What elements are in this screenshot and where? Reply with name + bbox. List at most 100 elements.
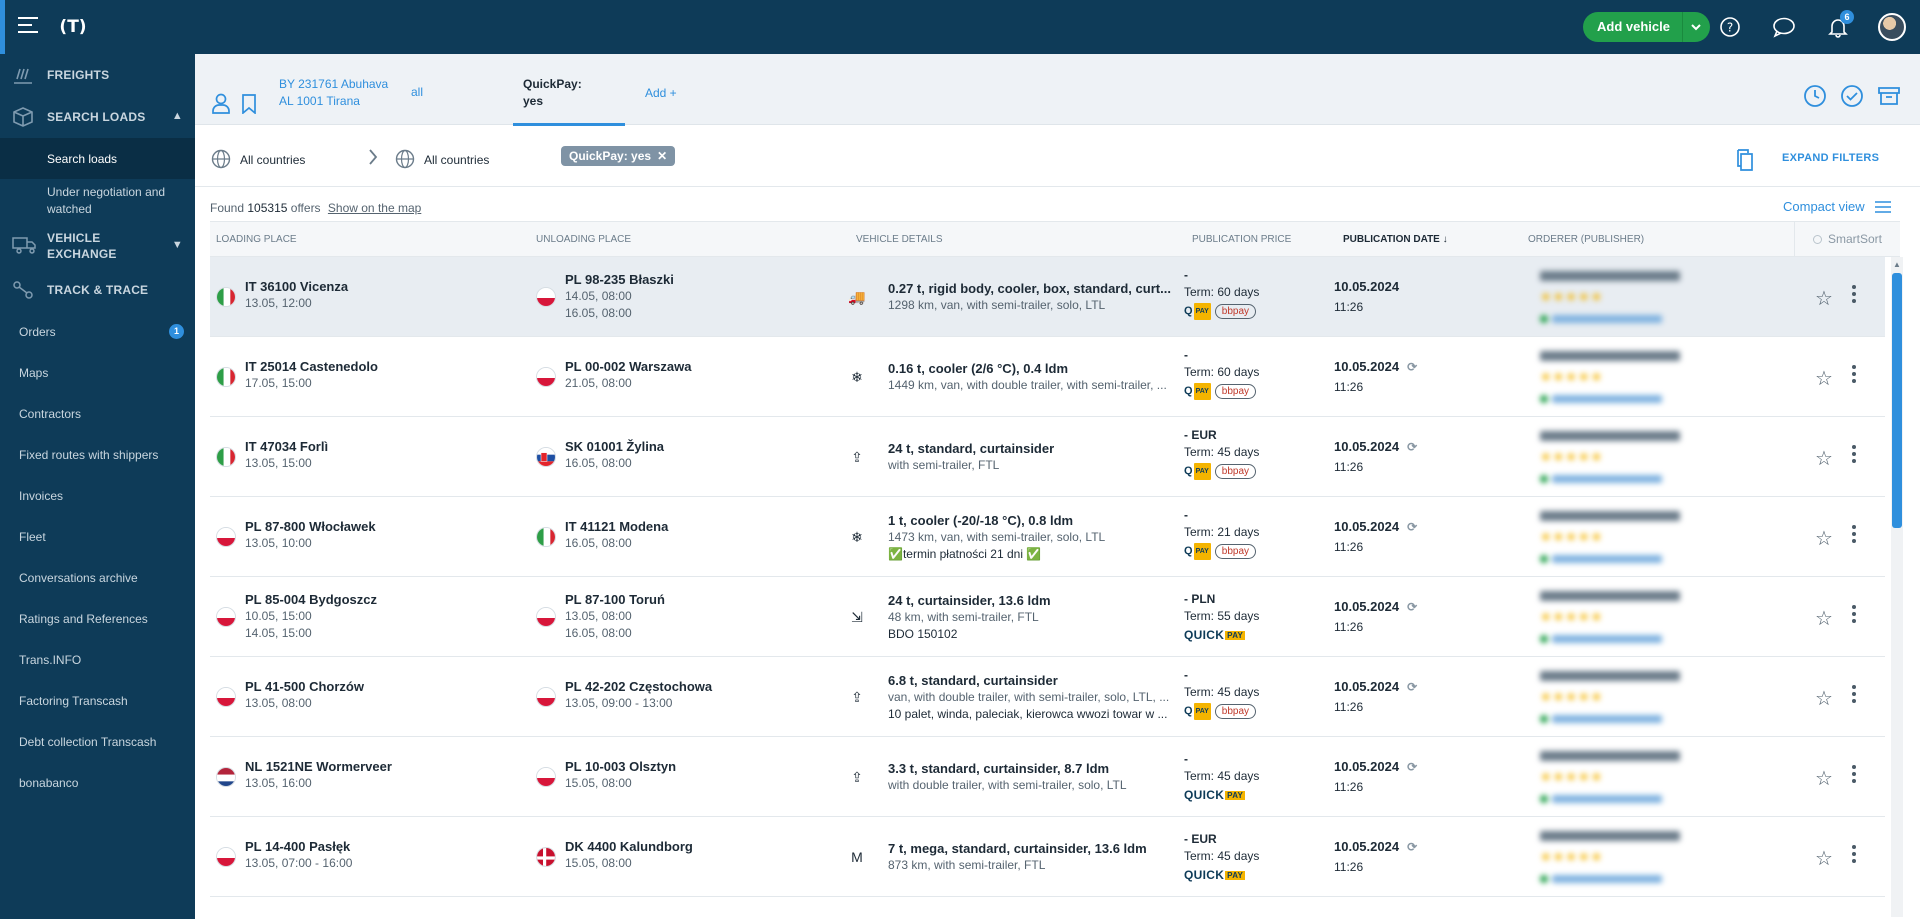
watch-star-icon[interactable]: ☆ xyxy=(1815,288,1833,310)
compact-view-toggle[interactable]: Compact view xyxy=(1783,199,1891,214)
col-publication-price[interactable]: PUBLICATION PRICE xyxy=(1192,234,1292,245)
sidebar-item-conversations[interactable]: Conversations archive xyxy=(19,570,138,585)
orderer-publisher[interactable]: ★★★★★ xyxy=(1540,511,1690,566)
watch-star-icon[interactable]: ☆ xyxy=(1815,608,1833,630)
sidebar-item-factoring[interactable]: Factoring Transcash xyxy=(19,693,128,708)
more-options-icon[interactable] xyxy=(1852,685,1858,707)
payment-badges: Q PAY bbpay xyxy=(1184,463,1259,480)
quickpay-filter-chip[interactable]: QuickPay: yes ✕ xyxy=(561,146,676,166)
show-on-map-link[interactable]: Show on the map xyxy=(327,201,422,215)
sidebar-item-under-negotiation[interactable]: Under negotiation and watched xyxy=(47,185,166,216)
publication-date: 10.05.2024 ⟳ 11:26 xyxy=(1334,517,1417,557)
table-row[interactable]: PL 41-500 Chorzów 13.05, 08:00 PL 42-202… xyxy=(210,657,1885,737)
vehicle-summary: 3.3 t, standard, curtainsider, 8.7 ldm xyxy=(888,761,1110,776)
archive-icon[interactable] xyxy=(1877,84,1901,108)
orderer-publisher[interactable]: ★★★★★ xyxy=(1540,831,1690,886)
sidebar-item-vehicle-exchange[interactable]: VEHICLE EXCHANGE ▼ xyxy=(0,223,195,269)
sidebar-item-transinfo[interactable]: Trans.INFO xyxy=(19,652,82,667)
time-value: 11:26 xyxy=(1334,460,1364,474)
main-content: BY 231761 Abuhava AL 1001 Tirana all Qui… xyxy=(195,54,1920,919)
sidebar-item-maps[interactable]: Maps xyxy=(19,365,49,380)
table-row[interactable]: PL 14-400 Pasłęk 13.05, 07:00 - 16:00 DK… xyxy=(210,817,1885,897)
more-options-icon[interactable] xyxy=(1852,445,1858,467)
watch-star-icon[interactable]: ☆ xyxy=(1815,848,1833,870)
chevron-down-icon[interactable] xyxy=(1681,12,1710,42)
bookmark-icon[interactable] xyxy=(241,94,263,116)
sidebar-item-fleet[interactable]: Fleet xyxy=(19,529,46,544)
table-row[interactable]: NL 1521NE Wormerveer 13.05, 16:00 PL 10-… xyxy=(210,737,1885,817)
chat-icon[interactable] xyxy=(1771,14,1797,40)
unloading-city: IT 41121 Modena xyxy=(565,519,669,534)
close-icon[interactable]: ✕ xyxy=(657,149,668,163)
more-options-icon[interactable] xyxy=(1852,845,1858,867)
table-row[interactable]: PL 87-800 Włocławek 13.05, 10:00 IT 4112… xyxy=(210,497,1885,577)
col-vehicle-details[interactable]: VEHICLE DETAILS xyxy=(856,234,943,245)
avatar[interactable] xyxy=(1878,13,1906,41)
orderer-publisher[interactable]: ★★★★★ xyxy=(1540,671,1690,726)
loading-country-filter[interactable]: All countries xyxy=(240,153,306,167)
orderer-publisher[interactable]: ★★★★★ xyxy=(1540,351,1690,406)
menu-icon[interactable] xyxy=(18,17,38,33)
table-row[interactable]: IT 47034 Forlì 13.05, 15:00 SK 01001 Žyl… xyxy=(210,417,1885,497)
sidebar-item-track-trace[interactable]: TRACK & TRACE xyxy=(0,269,195,311)
trans-logo[interactable]: (T) xyxy=(59,16,87,37)
loading-place: IT 36100 Vicenza 13.05, 12:00 xyxy=(245,278,348,312)
unloading-date: 16.05, 08:00 xyxy=(565,456,632,470)
more-options-icon[interactable] xyxy=(1852,605,1858,627)
unloading-country-filter[interactable]: All countries xyxy=(424,153,490,167)
sidebar-item-orders[interactable]: Orders 1 xyxy=(0,311,195,352)
sidebar-item-fixed-routes[interactable]: Fixed routes with shippers xyxy=(19,447,159,462)
copy-icon[interactable] xyxy=(1735,149,1755,171)
table-row[interactable]: IT 25014 Castenedolo 17.05, 15:00 PL 00-… xyxy=(210,337,1885,417)
add-vehicle-button[interactable]: Add vehicle xyxy=(1597,19,1670,34)
watch-star-icon[interactable]: ☆ xyxy=(1815,768,1833,790)
more-options-icon[interactable] xyxy=(1852,525,1858,547)
tab-quickpay-line1: QuickPay: xyxy=(523,77,582,91)
watch-star-icon[interactable]: ☆ xyxy=(1815,688,1833,710)
col-loading-place[interactable]: LOADING PLACE xyxy=(216,234,297,245)
accent-strip xyxy=(0,0,5,54)
more-options-icon[interactable] xyxy=(1852,365,1858,387)
sidebar-item-label: VEHICLE EXCHANGE xyxy=(47,231,117,261)
col-unloading-place[interactable]: UNLOADING PLACE xyxy=(536,234,632,245)
sidebar-item-bonabanco[interactable]: bonabanco xyxy=(19,775,79,790)
col-orderer[interactable]: ORDERER (PUBLISHER) xyxy=(1528,234,1645,245)
sidebar-item-contractors[interactable]: Contractors xyxy=(19,406,82,421)
table-row[interactable]: PL 85-004 Bydgoszcz 10.05, 15:00 14.05, … xyxy=(210,577,1885,657)
orderer-publisher[interactable]: ★★★★★ xyxy=(1540,271,1690,326)
sidebar-item-ratings[interactable]: Ratings and References xyxy=(19,611,148,626)
scrollbar-thumb[interactable] xyxy=(1892,273,1902,528)
orderer-publisher[interactable]: ★★★★★ xyxy=(1540,591,1690,646)
orderer-publisher[interactable]: ★★★★★ xyxy=(1540,751,1690,806)
clock-icon[interactable] xyxy=(1803,84,1827,108)
tab-saved-route[interactable]: BY 231761 Abuhava AL 1001 Tirana xyxy=(279,68,389,126)
tab-quickpay[interactable]: QuickPay: yes xyxy=(513,68,625,126)
sidebar-item-invoices[interactable]: Invoices xyxy=(19,488,64,503)
table-row[interactable]: IT 36100 Vicenza 13.05, 12:00 PL 98-235 … xyxy=(210,257,1885,337)
orderer-publisher[interactable]: ★★★★★ xyxy=(1540,431,1690,486)
loading-up-icon: ⇪ xyxy=(851,449,863,465)
flag-icon xyxy=(216,847,236,867)
scroll-up-icon[interactable]: ▲ xyxy=(1893,260,1901,269)
check-circle-icon[interactable] xyxy=(1840,84,1864,108)
sidebar-item-debt-collection[interactable]: Debt collection Transcash xyxy=(19,734,157,749)
sidebar-item-freights[interactable]: FREIGHTS xyxy=(0,54,195,96)
bell-icon[interactable]: 6 xyxy=(1825,10,1854,40)
watch-star-icon[interactable]: ☆ xyxy=(1815,368,1833,390)
smartsort-toggle[interactable]: SmartSort xyxy=(1794,222,1900,256)
date-value: 10.05.2024 xyxy=(1334,599,1400,614)
help-icon[interactable]: ? xyxy=(1717,14,1743,40)
more-options-icon[interactable] xyxy=(1852,765,1858,787)
user-icon[interactable] xyxy=(211,92,233,114)
watch-star-icon[interactable]: ☆ xyxy=(1815,528,1833,550)
publication-date: 10.05.2024 11:26 xyxy=(1334,277,1399,317)
watch-star-icon[interactable]: ☆ xyxy=(1815,448,1833,470)
sidebar-item-search-loads-sub[interactable]: Search loads xyxy=(0,138,195,179)
sidebar-item-search-loads[interactable]: SEARCH LOADS ▲ xyxy=(0,96,195,138)
tab-add[interactable]: Add + xyxy=(645,86,677,100)
more-options-icon[interactable] xyxy=(1852,285,1858,307)
expand-filters-button[interactable]: EXPAND FILTERS xyxy=(1782,152,1880,164)
freights-icon xyxy=(12,65,36,85)
col-publication-date[interactable]: PUBLICATION DATE ↓ xyxy=(1343,234,1448,245)
tab-all[interactable]: all xyxy=(411,85,424,99)
